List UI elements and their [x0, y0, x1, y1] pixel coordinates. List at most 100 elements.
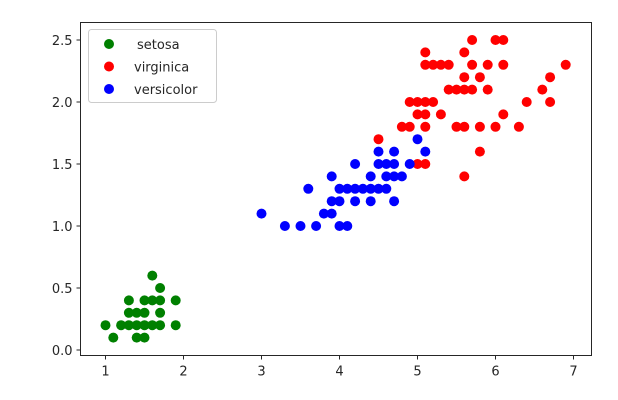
data-point	[474, 72, 485, 83]
data-point	[420, 59, 431, 70]
data-point	[482, 59, 493, 70]
data-point	[170, 295, 181, 306]
data-point	[326, 171, 337, 182]
y-tick-label: 2.5	[52, 34, 73, 49]
data-point	[139, 307, 150, 318]
y-tick-label: 1.0	[52, 220, 73, 235]
data-point	[139, 320, 150, 331]
data-point	[123, 295, 134, 306]
data-point	[381, 171, 392, 182]
x-tick-label: 4	[335, 365, 343, 380]
x-tick-label: 6	[491, 365, 499, 380]
series-virginica	[373, 35, 571, 182]
legend-box	[88, 29, 217, 103]
data-point	[100, 320, 111, 331]
x-tick-label: 1	[101, 365, 109, 380]
legend-label-setosa: setosa	[137, 38, 180, 53]
data-point	[326, 208, 337, 219]
data-point	[318, 208, 329, 219]
data-point	[147, 295, 158, 306]
data-point	[498, 35, 509, 45]
data-point	[537, 84, 548, 95]
data-point	[389, 196, 400, 207]
data-point	[342, 183, 353, 194]
data-point	[396, 171, 407, 182]
x-axis: 1 2 3 4 5 6 7	[101, 355, 578, 380]
data-point	[350, 183, 361, 194]
data-point	[420, 159, 431, 169]
data-point	[123, 307, 134, 318]
data-point	[155, 295, 166, 306]
x-tick-label: 7	[569, 365, 577, 380]
legend-marker-versicolor	[104, 84, 114, 94]
data-point	[521, 97, 532, 107]
data-point	[334, 196, 345, 207]
data-point	[545, 72, 556, 83]
legend-label-virginica: virginica	[134, 61, 189, 76]
data-point	[404, 159, 415, 169]
y-axis: 0.0 0.5 1.0 1.5 2.0 2.5	[52, 34, 81, 359]
data-point	[381, 183, 392, 194]
data-point	[116, 320, 127, 331]
data-point	[365, 183, 376, 194]
data-point	[404, 97, 415, 107]
data-point	[108, 332, 119, 343]
x-tick-label: 2	[179, 365, 187, 380]
data-point	[139, 295, 150, 306]
data-point	[545, 97, 556, 107]
data-point	[412, 97, 423, 107]
data-points	[100, 35, 571, 343]
series-versicolor	[256, 134, 431, 231]
data-point	[404, 121, 415, 132]
legend: setosa virginica versicolor	[88, 29, 217, 103]
legend-marker-setosa	[104, 39, 114, 49]
data-point	[389, 171, 400, 182]
data-point	[467, 84, 478, 95]
data-point	[420, 97, 431, 107]
data-point	[459, 72, 470, 83]
data-point	[326, 196, 337, 207]
data-point	[131, 320, 142, 331]
data-point	[123, 320, 134, 331]
data-point	[373, 146, 384, 157]
data-point	[334, 183, 345, 194]
legend-marker-virginica	[104, 61, 114, 72]
data-point	[435, 109, 446, 120]
data-point	[412, 109, 423, 120]
plot-frame	[80, 22, 592, 356]
data-point	[428, 97, 439, 107]
data-point	[334, 221, 345, 231]
data-point	[155, 320, 166, 331]
data-point	[420, 146, 431, 157]
data-point	[350, 159, 361, 169]
data-point	[365, 171, 376, 182]
data-point	[139, 332, 150, 343]
x-tick-label: 5	[413, 365, 421, 380]
data-point	[350, 196, 361, 207]
legend-label-versicolor: versicolor	[134, 83, 198, 98]
data-point	[490, 121, 501, 132]
data-point	[474, 121, 485, 132]
data-point	[459, 171, 470, 182]
data-point	[357, 183, 368, 194]
data-point	[131, 332, 142, 343]
data-point	[170, 320, 181, 331]
data-point	[147, 320, 158, 331]
data-point	[467, 59, 478, 70]
data-point	[498, 109, 509, 120]
data-point	[412, 159, 423, 169]
data-point	[467, 35, 478, 45]
data-point	[381, 159, 392, 169]
data-point	[311, 221, 322, 231]
data-point	[279, 221, 290, 231]
data-point	[428, 59, 439, 70]
data-point	[365, 196, 376, 207]
data-point	[482, 84, 493, 95]
data-point	[373, 159, 384, 169]
data-point	[490, 35, 501, 45]
data-point	[443, 84, 454, 95]
data-point	[451, 84, 462, 95]
data-point	[420, 109, 431, 120]
data-point	[474, 146, 485, 157]
